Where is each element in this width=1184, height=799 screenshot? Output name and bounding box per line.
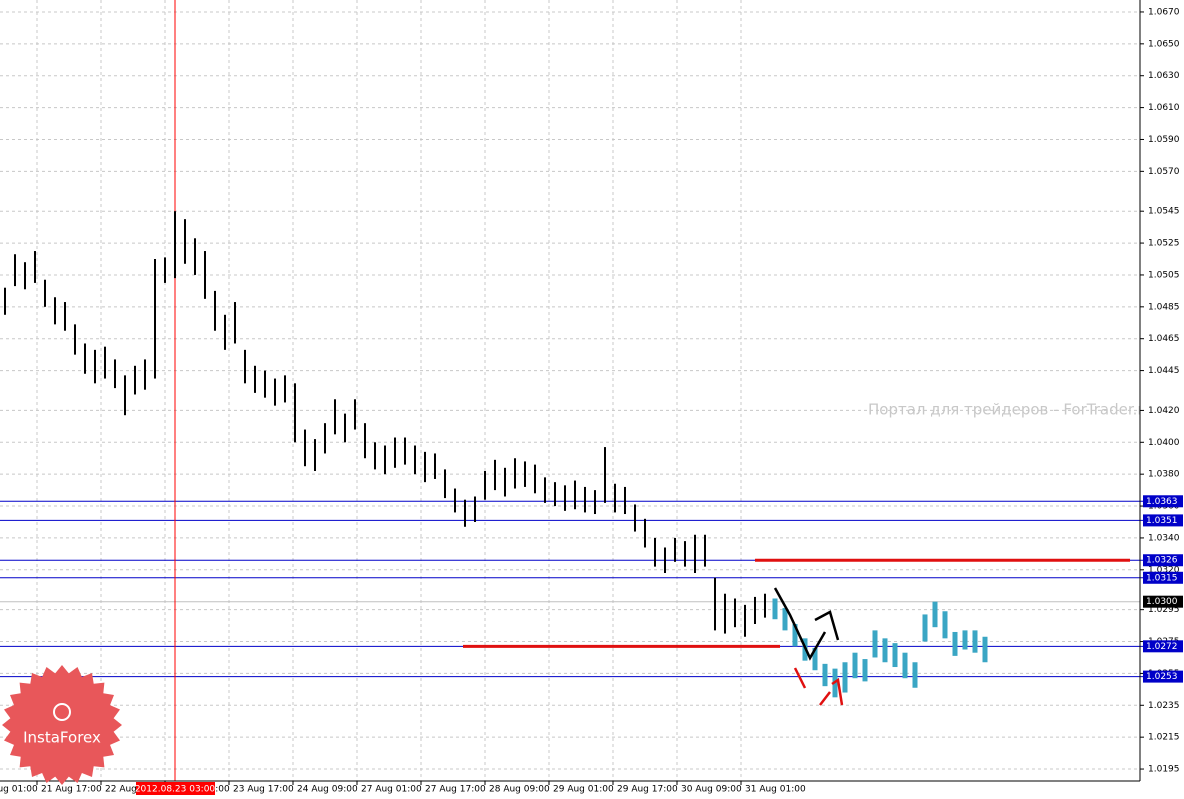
y-tick-label: 1.0400 (1148, 438, 1180, 448)
y-tick-label: 1.0215 (1148, 733, 1180, 743)
y-tick-label: 1.0420 (1148, 406, 1180, 416)
level-label-box (1143, 514, 1183, 527)
mark-line (831, 677, 844, 706)
level-label-box (1143, 595, 1183, 608)
level-label: 1.0315 (1146, 573, 1178, 583)
grid (0, 0, 1140, 781)
x-tick-label: 21 Aug 01:00 (0, 785, 38, 795)
x-tick-label: 27 Aug 17:00 (425, 785, 486, 795)
logo-badge (2, 665, 122, 785)
mark-line (819, 691, 831, 706)
watermark: Портал для трейдеров - ForTrader.ru (868, 401, 1153, 419)
axes: 1.0670 1.0650 1.0630 1.0610 1.0590 1.0570 1.05… (0, 7, 1183, 795)
bar (782, 608, 788, 631)
level-label: 1.0300 (1146, 597, 1178, 607)
bar (962, 630, 968, 650)
bar (952, 631, 958, 656)
mark-line (793, 667, 807, 689)
level-label-box (1143, 670, 1183, 683)
bar (812, 647, 818, 671)
bar (842, 662, 848, 693)
bar (882, 638, 888, 663)
y-tick-label: 1.0485 (1148, 302, 1180, 312)
bar (932, 601, 938, 628)
x-tick-label: 21 Aug 17:00 (41, 785, 102, 795)
y-tick-label: 1.0295 (1148, 605, 1180, 615)
x-tick-label: 22 Aug 09:00 (105, 785, 166, 795)
y-tick-label: 1.0195 (1148, 765, 1180, 775)
level-label-box (1143, 640, 1183, 653)
bar (912, 662, 918, 688)
bar (982, 636, 988, 663)
bar (852, 652, 858, 679)
y-tick-label: 1.0320 (1148, 565, 1180, 575)
crosshair-label: 2012.08.23 03:00 (135, 785, 216, 795)
bar (922, 614, 928, 642)
bar (822, 663, 828, 687)
y-tick-label: 1.0505 (1148, 270, 1180, 280)
bar (942, 611, 948, 639)
level-label-box (1143, 495, 1183, 508)
y-tick-label: 1.0590 (1148, 135, 1180, 145)
level-label: 1.0326 (1146, 556, 1178, 566)
level-label-box (1143, 554, 1183, 567)
x-tick-label: 29 Aug 01:00 (553, 785, 614, 795)
y-tick-label: 1.0670 (1148, 7, 1180, 17)
bar (892, 643, 898, 668)
bar (772, 598, 778, 620)
bar (902, 652, 908, 679)
x-tick-label: 28 Aug 09:00 (489, 785, 550, 795)
level-label: 1.0363 (1146, 497, 1178, 507)
y-tick-label: 1.0465 (1148, 334, 1180, 344)
level-label: 1.0351 (1146, 516, 1178, 526)
bar (862, 659, 868, 682)
y-tick-label: 1.0650 (1148, 39, 1180, 49)
x-tick-label: 23 Aug 17:00 (233, 785, 294, 795)
y-tick-label: 1.0445 (1148, 366, 1180, 376)
level-label-box (1143, 571, 1183, 584)
bars (4, 211, 988, 698)
x-tick-label: 27 Aug 01:00 (361, 785, 422, 795)
y-tick-label: 1.0380 (1148, 470, 1180, 480)
y-tick-label: 1.0340 (1148, 533, 1180, 543)
x-tick-label: 24 Aug 09:00 (297, 785, 358, 795)
x-tick-label: 30 Aug 09:00 (681, 785, 742, 795)
level-label: 1.0253 (1146, 672, 1178, 682)
logo: InstaForex (2, 665, 122, 785)
y-tick-label: 1.0545 (1148, 207, 1180, 217)
bar (792, 624, 798, 647)
y-tick-label: 1.0610 (1148, 103, 1180, 113)
y-tick-label: 1.0525 (1148, 239, 1180, 249)
zigzag (773, 587, 827, 661)
zigzag (814, 610, 840, 641)
x-tick-label: 31 Aug 01:00 (745, 785, 806, 795)
bar (872, 630, 878, 658)
logo-text: InstaForex (23, 729, 101, 747)
y-tick-label: 1.0630 (1148, 71, 1180, 81)
level-label: 1.0272 (1146, 642, 1178, 652)
crosshair-label-box (136, 782, 215, 795)
y-tick-label: 1.0235 (1148, 701, 1180, 711)
bar (972, 630, 978, 653)
logo-icon (53, 703, 71, 721)
x-tick-label: 29 Aug 17:00 (617, 785, 678, 795)
drawings (773, 587, 844, 706)
y-tick-label: 1.0570 (1148, 167, 1180, 177)
